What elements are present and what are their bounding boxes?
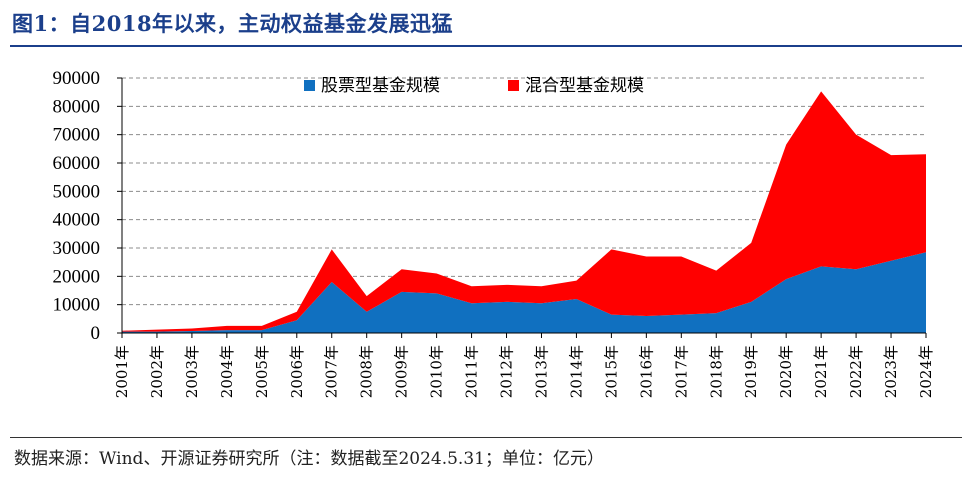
legend: 股票型基金规模 混合型基金规模 [304, 76, 644, 96]
axes [117, 77, 927, 338]
x-tick-label: 2015年 [602, 345, 620, 398]
y-tick-label: 0 [91, 323, 101, 344]
y-tick-label: 90000 [53, 68, 101, 89]
area-series [122, 91, 926, 333]
y-tick-label: 70000 [53, 125, 101, 146]
x-tick-label: 2011年 [463, 345, 481, 398]
title-divider [10, 45, 962, 47]
x-tick-label: 2007年 [323, 345, 341, 398]
y-tick-label: 10000 [53, 295, 101, 316]
x-tick-labels: 2001年 2002年 2003年 2004年 2005年 2006年 2007年 2008年… [113, 345, 935, 398]
x-tick-label: 2004年 [218, 345, 236, 398]
y-tick-label: 40000 [53, 210, 101, 231]
x-tick-label: 2020年 [777, 345, 795, 398]
x-tick-label: 2013年 [532, 345, 550, 398]
x-tick-label: 2003年 [183, 345, 201, 398]
figure-title: 图1：自2018年以来，主动权益基金发展迅猛 [12, 11, 454, 36]
area-mixed-fund [122, 91, 926, 332]
x-tick-label: 2010年 [428, 345, 446, 398]
y-tick-label: 60000 [53, 153, 101, 174]
legend-swatch [508, 80, 519, 91]
y-tick-labels: 0 10000 20000 30000 40000 50000 60000 70000 8000… [53, 68, 101, 344]
footer-divider [10, 437, 962, 438]
x-tick-label: 2002年 [148, 345, 166, 398]
x-tick-label: 2023年 [882, 345, 900, 398]
x-tick-label: 2001年 [113, 345, 131, 398]
x-tick-label: 2018年 [707, 345, 725, 398]
legend-label: 股票型基金规模 [321, 76, 440, 96]
x-tick-label: 2021年 [812, 345, 830, 398]
x-tick-label: 2014年 [567, 345, 585, 398]
y-tick-label: 20000 [53, 266, 101, 287]
legend-swatch [304, 80, 315, 91]
x-tick-label: 2022年 [847, 345, 865, 398]
y-tick-label: 50000 [53, 181, 101, 202]
y-tick-label: 30000 [53, 238, 101, 259]
x-tick-label: 2019年 [742, 345, 760, 398]
x-tick-label: 2024年 [917, 345, 935, 398]
x-tick-label: 2017年 [672, 345, 690, 398]
x-tick-label: 2009年 [393, 345, 411, 398]
x-tick-label: 2016年 [637, 345, 655, 398]
x-tick-label: 2005年 [253, 345, 271, 398]
y-tick-label: 80000 [53, 96, 101, 117]
x-tick-label: 2006年 [288, 345, 306, 398]
legend-label: 混合型基金规模 [525, 76, 644, 96]
x-tick-label: 2008年 [358, 345, 376, 398]
area-stock-fund [122, 252, 926, 333]
source-note: 数据来源：Wind、开源证券研究所（注：数据截至2024.5.31；单位：亿元） [14, 449, 604, 469]
x-tick-label: 2012年 [498, 345, 516, 398]
